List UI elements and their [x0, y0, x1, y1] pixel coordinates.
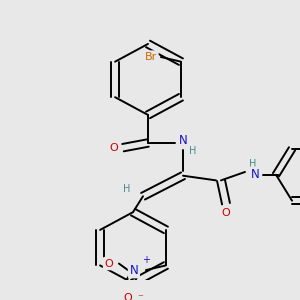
- Text: N: N: [178, 134, 188, 147]
- Text: O: O: [104, 259, 113, 269]
- Text: H: H: [249, 160, 257, 170]
- Text: ⁻: ⁻: [137, 293, 143, 300]
- Text: N: N: [130, 264, 138, 277]
- Text: O: O: [222, 208, 230, 218]
- Text: O: O: [110, 143, 118, 153]
- Text: H: H: [189, 146, 197, 156]
- Text: H: H: [123, 184, 131, 194]
- Text: O: O: [124, 293, 132, 300]
- Text: N: N: [250, 168, 260, 181]
- Text: +: +: [142, 255, 150, 265]
- Text: Br: Br: [145, 52, 157, 62]
